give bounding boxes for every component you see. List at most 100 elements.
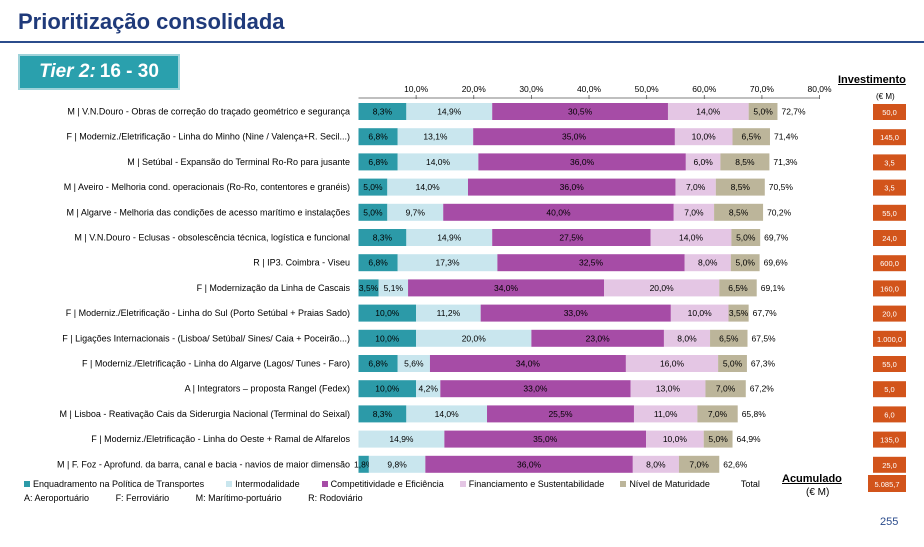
data-label: 10,0% — [663, 434, 688, 444]
data-label: 35,0% — [562, 132, 587, 142]
bar-segment — [718, 355, 747, 372]
page-title: Prioritização consolidada — [18, 9, 285, 34]
bar-segment — [358, 229, 407, 246]
data-label: 8,3% — [373, 409, 393, 419]
data-label: 34,0% — [516, 359, 541, 369]
bar-segment — [731, 229, 761, 246]
bar-segment — [358, 203, 388, 221]
category-label: F | Moderniz./Eletrificação - Linha do A… — [82, 359, 350, 369]
investment-value: 3,5 — [884, 184, 894, 193]
category-label: M | Aveiro - Melhoria cond. operacionais… — [64, 182, 350, 192]
bar-segment — [492, 229, 651, 246]
category-label: A | Integrators – proposta Rangel (Fedex… — [185, 384, 350, 394]
bar-segment — [416, 304, 481, 322]
total-label: 67,7% — [753, 308, 778, 318]
data-label: 3,5% — [359, 283, 379, 293]
bar-segment — [478, 153, 686, 171]
data-label: 5,0% — [708, 434, 728, 444]
total-label: 70,2% — [767, 207, 792, 217]
data-label: 20,0% — [462, 333, 487, 343]
bar-segment — [630, 380, 706, 398]
bar-segment — [487, 405, 634, 423]
bar-segment — [408, 279, 605, 297]
bar-segment — [632, 455, 679, 473]
data-label: 6,8% — [368, 157, 388, 167]
data-label: 10,0% — [375, 308, 400, 318]
bar-segment — [443, 203, 674, 221]
category-label: F | Moderniz./Eletrificação - Linha do M… — [66, 132, 350, 142]
bar-segment — [684, 254, 731, 272]
mode-rail: F: Ferroviário — [115, 493, 170, 503]
x-tick-label: 30,0% — [519, 84, 544, 94]
data-label: 27,5% — [559, 233, 584, 243]
total-label: 71,4% — [774, 132, 799, 142]
bar-segment — [444, 430, 647, 448]
bar-segment — [358, 355, 398, 372]
data-label: 5,0% — [736, 258, 756, 268]
total-label: 70,5% — [769, 182, 794, 192]
bar-segment — [368, 455, 426, 473]
bar-segment — [406, 103, 493, 120]
bar-segment — [604, 279, 720, 297]
data-label: 10,0% — [375, 333, 400, 343]
title-divider — [0, 41, 924, 43]
legend-item-competitiveness: Competitividade e Eficiência — [321, 479, 444, 489]
accumulated-unit: (€ M) — [806, 487, 830, 498]
investment-badge — [873, 356, 906, 372]
legend-swatch — [321, 481, 328, 487]
legend-item-maturity: Nível de Maturidade — [620, 479, 710, 489]
page-number: 255 — [880, 516, 899, 528]
total-label: 64,9% — [737, 434, 762, 444]
data-label: 5,0% — [723, 359, 743, 369]
bar-segment — [358, 430, 445, 448]
accumulated-value: 5.085,7 — [874, 480, 899, 489]
data-label: 14,9% — [389, 434, 414, 444]
investment-value: 3,5 — [884, 158, 894, 167]
data-label: 5,0% — [363, 182, 383, 192]
bar-segment — [646, 430, 704, 448]
investment-value: 145,0 — [880, 133, 899, 142]
investment-badge — [873, 305, 906, 322]
data-label: 5,6% — [404, 359, 424, 369]
bar-segment — [473, 128, 675, 146]
data-label: 5,1% — [384, 283, 404, 293]
accumulated-header: Acumulado — [782, 473, 842, 485]
legend-swatch — [226, 481, 233, 487]
total-label: 62,6% — [723, 459, 748, 469]
bar-segment — [358, 178, 388, 196]
data-label: 16,0% — [660, 359, 685, 369]
total-label: 69,6% — [764, 258, 789, 268]
mode-road: R: Rodoviário — [308, 493, 363, 503]
investment-badge — [873, 280, 906, 297]
data-label: 7,0% — [686, 182, 706, 192]
investment-value: 24,0 — [882, 234, 897, 243]
data-label: 36,0% — [517, 459, 542, 469]
bar-segment — [705, 380, 746, 398]
data-label: 4,2% — [419, 384, 439, 394]
data-label: 14,0% — [426, 157, 451, 167]
total-label: 69,7% — [764, 233, 789, 243]
investment-badge — [873, 330, 906, 347]
bar-segment — [358, 380, 417, 398]
data-label: 36,0% — [560, 182, 585, 192]
mode-aero: A: Aeroportuário — [24, 493, 90, 503]
data-label: 14,0% — [696, 107, 721, 117]
bar-segment — [720, 153, 770, 171]
investment-badge — [873, 431, 906, 448]
investment-badge — [873, 381, 906, 398]
data-label: 35,0% — [533, 434, 558, 444]
legend-swatch — [459, 481, 466, 487]
bar-segment — [406, 405, 488, 423]
bar-segment — [633, 405, 698, 423]
bar-segment — [387, 178, 468, 196]
bar-segment — [497, 254, 685, 272]
data-label: 40,0% — [546, 207, 571, 217]
bar-segment — [719, 279, 757, 297]
category-label: M | Setúbal - Expansão do Terminal Ro-Ro… — [127, 157, 350, 167]
category-label: M | V.N.Douro - Eclusas - obsolescência … — [74, 233, 350, 243]
x-tick-label: 80,0% — [807, 84, 832, 94]
bar-segment — [678, 455, 720, 473]
data-label: 14,0% — [679, 233, 704, 243]
bar-segment — [710, 329, 748, 347]
data-label: 6,5% — [719, 333, 739, 343]
